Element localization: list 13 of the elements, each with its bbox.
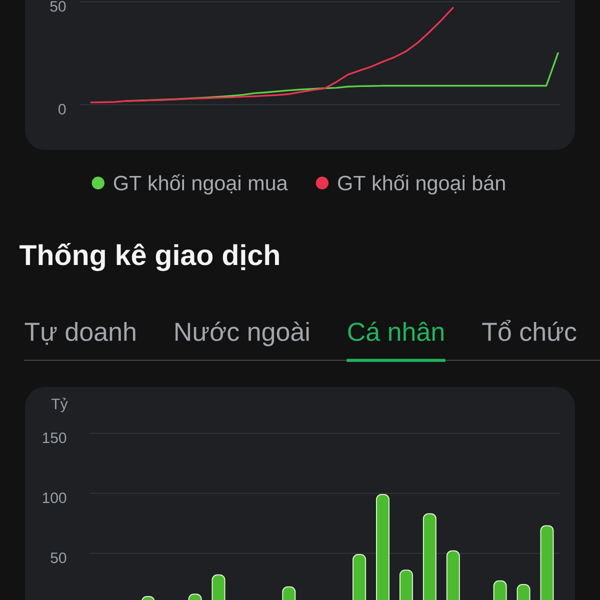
legend-label: GT khối ngoại bán [338,174,505,194]
y-tick-label: 50 [50,552,66,564]
y-axis-title: Tỷ [51,398,68,412]
text: Cá nhân [348,322,444,342]
y-tick-label: 150 [42,432,66,444]
y-tick-label: 100 [42,492,66,504]
text: Tự doanh [24,322,136,345]
text: Nước ngoài [176,322,309,346]
legend-label: GT khối ngoại mua [114,174,288,194]
chart-title: Thống kê giao dịch [20,242,279,272]
y-tick-label: 0 [58,104,66,115]
text: Tổ chức [482,320,576,342]
y-tick-label: 50 [50,1,66,12]
